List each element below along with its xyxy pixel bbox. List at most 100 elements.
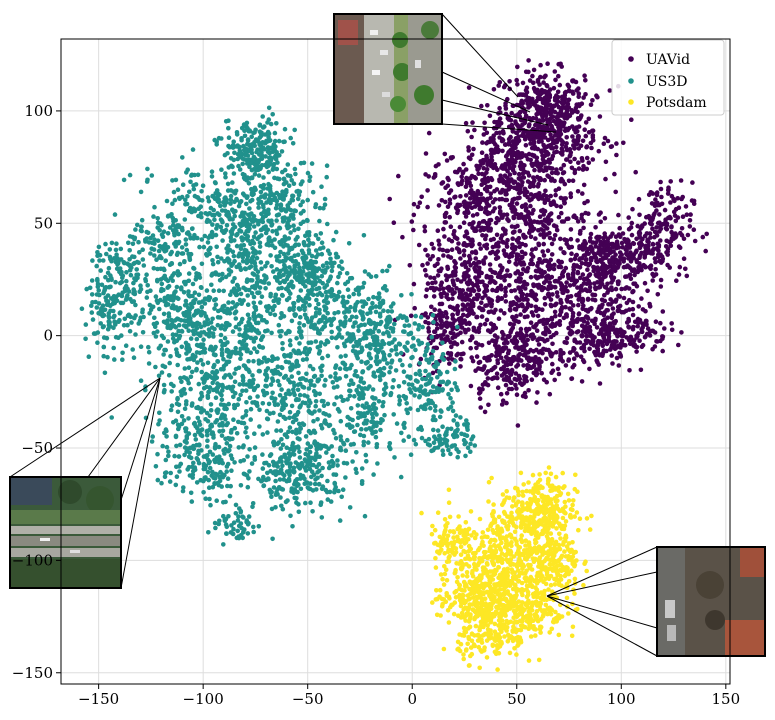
data-point — [233, 316, 239, 321]
data-point — [555, 366, 561, 372]
data-point — [610, 277, 616, 283]
data-point — [558, 127, 563, 133]
data-point — [530, 96, 535, 102]
data-point — [472, 265, 477, 271]
data-point — [527, 99, 533, 105]
data-point — [536, 342, 542, 347]
data-point — [128, 272, 134, 278]
data-point — [480, 178, 485, 183]
data-point — [441, 286, 446, 292]
data-point — [492, 270, 498, 275]
data-point — [140, 257, 146, 262]
data-point — [553, 192, 558, 198]
data-point — [503, 345, 509, 350]
data-point — [187, 189, 192, 195]
data-point — [556, 258, 561, 264]
data-point — [663, 225, 669, 231]
data-point — [554, 203, 559, 209]
data-point — [583, 307, 589, 313]
data-point — [505, 169, 510, 174]
data-point — [518, 214, 524, 219]
data-point — [319, 292, 325, 298]
data-point — [602, 216, 608, 221]
data-point — [548, 302, 554, 308]
data-point — [605, 281, 610, 287]
data-point — [223, 119, 229, 124]
data-point — [230, 329, 236, 334]
data-point — [511, 300, 516, 305]
data-point — [681, 236, 687, 241]
data-point — [544, 83, 549, 88]
data-point — [679, 330, 684, 335]
data-point — [597, 234, 602, 240]
data-point — [524, 333, 529, 338]
data-point — [559, 94, 565, 100]
data-point — [488, 139, 494, 144]
data-point — [596, 148, 602, 154]
data-point — [459, 351, 464, 357]
data-point — [485, 376, 491, 381]
data-point — [630, 306, 636, 312]
data-point — [700, 234, 706, 240]
data-point — [634, 335, 639, 340]
data-point — [267, 138, 273, 143]
data-point — [590, 246, 595, 252]
data-point — [487, 211, 492, 216]
data-point — [180, 182, 186, 187]
data-point — [575, 189, 581, 194]
data-point — [455, 332, 461, 337]
data-point — [467, 292, 473, 298]
data-point — [295, 252, 301, 258]
data-point — [584, 155, 590, 161]
data-point — [345, 287, 351, 293]
data-point — [625, 237, 630, 242]
data-point — [295, 387, 301, 393]
data-point — [236, 203, 242, 209]
data-point — [583, 120, 589, 125]
data-point — [490, 287, 495, 293]
data-point — [238, 319, 244, 325]
data-point — [544, 232, 549, 237]
data-point — [570, 134, 575, 139]
data-point — [497, 116, 503, 121]
data-point — [345, 279, 351, 285]
data-point — [387, 369, 392, 375]
data-point — [498, 275, 504, 280]
data-point — [491, 125, 497, 131]
data-point — [473, 249, 478, 254]
data-point — [576, 124, 582, 129]
data-point — [614, 259, 619, 265]
data-point — [155, 216, 160, 221]
data-point — [237, 251, 242, 256]
data-point — [624, 251, 629, 257]
data-point — [447, 197, 453, 202]
data-point — [425, 253, 431, 258]
data-point — [563, 106, 569, 111]
data-point — [222, 203, 227, 208]
data-point — [553, 313, 558, 319]
data-point — [185, 194, 190, 199]
data-point — [571, 214, 576, 219]
data-point — [323, 306, 329, 311]
data-point — [230, 222, 236, 227]
data-point — [646, 243, 651, 248]
data-point — [568, 227, 574, 232]
data-point — [515, 149, 521, 155]
data-point — [515, 122, 520, 128]
data-point — [234, 288, 240, 293]
data-point — [597, 245, 602, 250]
data-point — [548, 283, 554, 289]
data-point — [245, 137, 251, 142]
data-point — [190, 147, 196, 152]
data-point — [430, 312, 436, 318]
data-point — [329, 329, 335, 335]
data-point — [505, 96, 510, 102]
data-point — [569, 277, 574, 283]
data-point — [595, 280, 600, 285]
data-point — [125, 322, 130, 328]
data-point — [572, 156, 577, 162]
data-point — [495, 285, 501, 291]
data-point — [653, 259, 658, 265]
data-point — [202, 233, 208, 239]
data-point — [219, 228, 225, 234]
